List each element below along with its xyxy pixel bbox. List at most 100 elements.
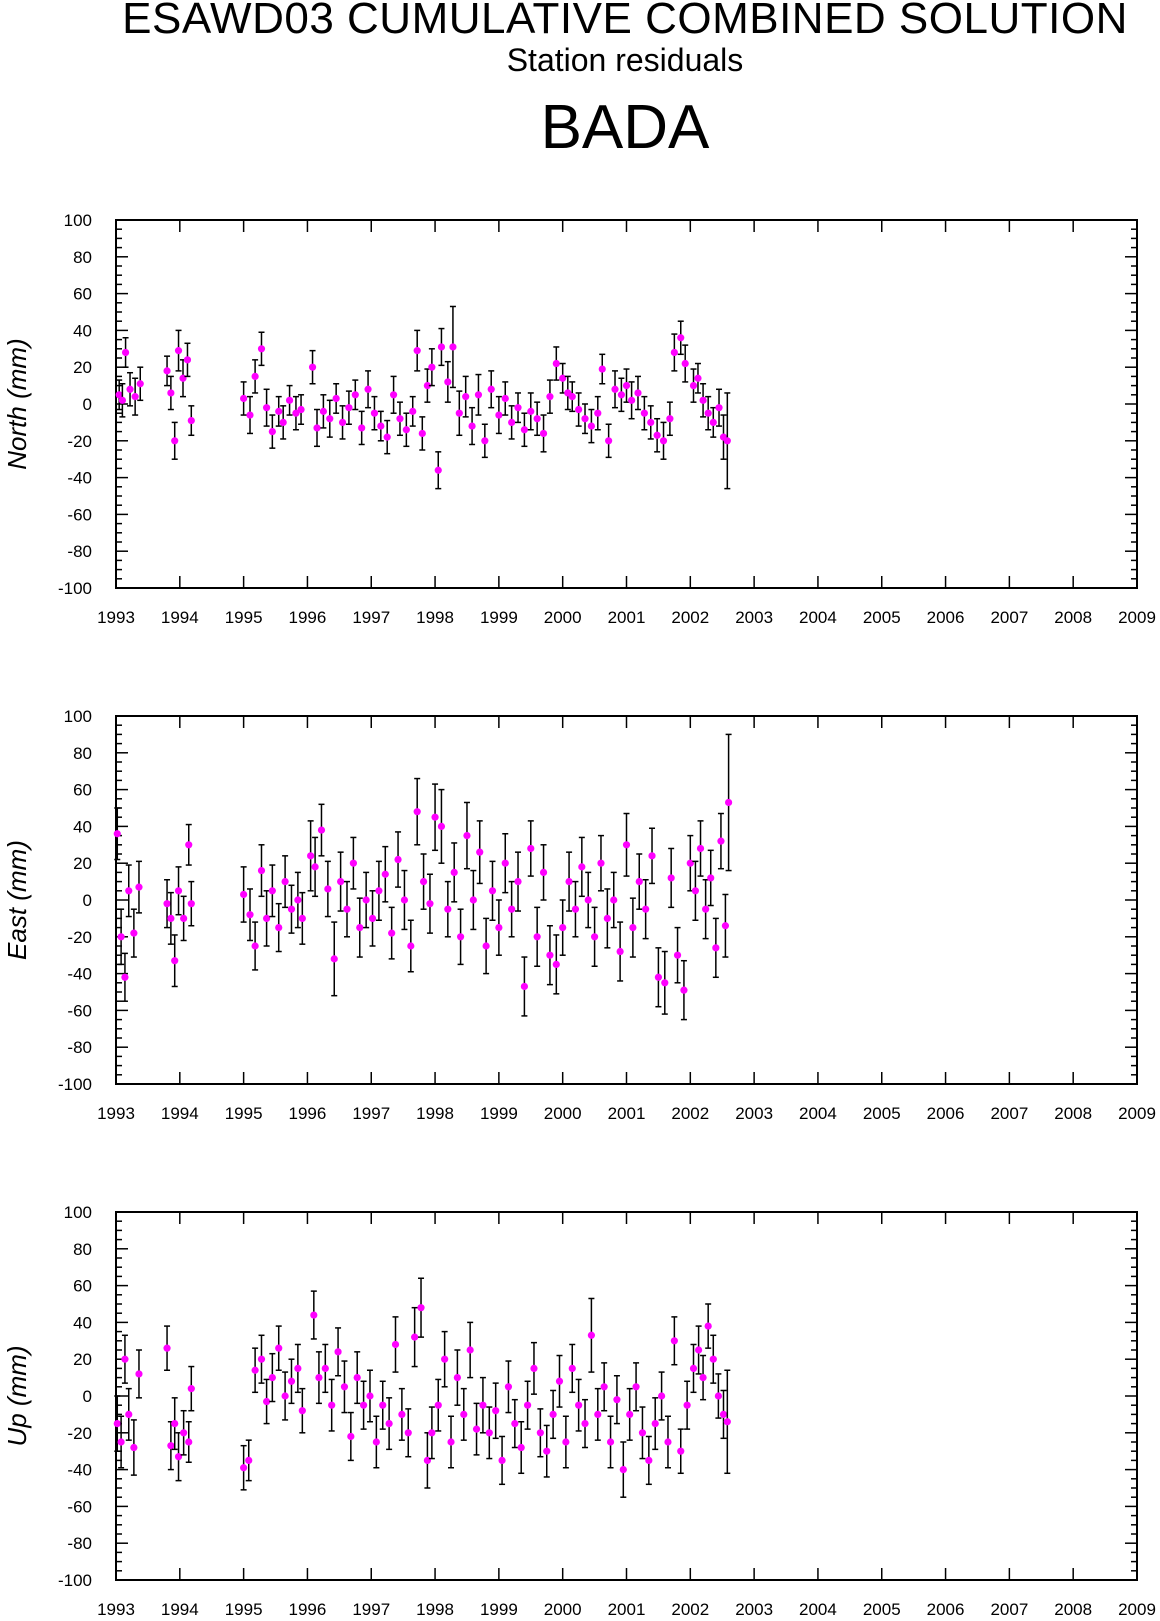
- data-point: [413, 347, 421, 355]
- subtitle: Station residuals: [506, 42, 744, 78]
- data-point: [262, 1397, 271, 1406]
- data-point: [366, 1392, 374, 1400]
- x-tick-label: 1999: [480, 1104, 518, 1123]
- y-tick-label: -100: [58, 1075, 92, 1094]
- data-point: [400, 896, 409, 904]
- data-point: [163, 900, 171, 908]
- x-tick-label: 2006: [927, 608, 965, 627]
- data-point: [536, 1429, 544, 1437]
- data-point: [707, 874, 715, 882]
- data-point: [171, 1420, 179, 1428]
- x-tick-label: 2003: [735, 1104, 773, 1123]
- data-point: [437, 822, 446, 831]
- data-point: [113, 830, 121, 838]
- data-point: [664, 1438, 672, 1446]
- plot-frame: [115, 1211, 1138, 1581]
- y-axis-label: Up (mm): [2, 1345, 32, 1446]
- data-point: [287, 1377, 296, 1385]
- data-point: [257, 866, 266, 875]
- data-point: [297, 405, 305, 414]
- data-point: [262, 404, 271, 412]
- x-tick-label: 1995: [225, 1104, 263, 1123]
- x-tick-label: 1993: [97, 608, 135, 627]
- y-tick-label: 20: [73, 358, 92, 377]
- data-point: [552, 960, 560, 969]
- up-panel: 100 80 60 40 20 0 -20 -40 -60 -80 -100 1993 1994 1995…: [2, 1203, 1156, 1619]
- data-point: [136, 380, 144, 388]
- y-tick-label: -100: [58, 579, 92, 598]
- y-tick-label: -40: [67, 965, 92, 984]
- data-point: [379, 1401, 387, 1409]
- data-point: [546, 951, 554, 959]
- y-tick-label: -60: [67, 505, 92, 524]
- x-tick-label: 2005: [863, 608, 901, 627]
- y-tick-label: -80: [67, 542, 92, 561]
- y-tick-label: -80: [67, 1038, 92, 1057]
- data-point: [594, 409, 602, 417]
- data-point: [240, 890, 248, 899]
- main-title: ESAWD03 CUMULATIVE COMBINED SOLUTION: [122, 0, 1128, 43]
- data-point: [345, 404, 353, 412]
- data-point: [673, 951, 682, 959]
- y-tick-label: -20: [67, 1424, 92, 1443]
- data-point: [723, 437, 731, 445]
- data-point: [495, 411, 503, 419]
- data-point: [605, 437, 613, 445]
- data-point: [559, 374, 567, 382]
- data-point: [383, 433, 391, 441]
- data-point: [517, 1443, 525, 1452]
- data-point: [135, 1370, 143, 1378]
- data-point: [315, 1374, 323, 1382]
- data-point: [117, 933, 125, 941]
- data-point: [651, 1420, 659, 1428]
- x-tick-label: 2002: [671, 1600, 709, 1619]
- x-tick-label: 1996: [289, 1104, 327, 1123]
- x-tick-label: 2002: [671, 1104, 709, 1123]
- data-point: [598, 365, 606, 373]
- data-point: [634, 389, 642, 397]
- data-point: [501, 859, 509, 867]
- data-point: [584, 896, 592, 904]
- x-tick-label: 2001: [608, 608, 646, 627]
- data-point: [370, 409, 379, 417]
- y-tick-label: 80: [73, 744, 92, 763]
- x-tick-label: 1998: [416, 608, 454, 627]
- data-point: [460, 1410, 468, 1418]
- data-point: [251, 942, 259, 950]
- data-point: [575, 405, 583, 414]
- data-point: [411, 1333, 419, 1341]
- data-point: [292, 409, 300, 417]
- y-tick-label: 20: [73, 1350, 92, 1369]
- data-point: [647, 418, 655, 426]
- data-point: [635, 878, 643, 886]
- data-point: [562, 1438, 570, 1446]
- data-point: [117, 1438, 125, 1446]
- data-point: [677, 1447, 685, 1455]
- data-point: [613, 1396, 621, 1404]
- data-point: [326, 415, 334, 423]
- data-point: [262, 914, 271, 923]
- data-point: [680, 986, 688, 994]
- data-point: [340, 1383, 349, 1391]
- data-point: [640, 409, 648, 417]
- data-point: [275, 924, 283, 932]
- data-point: [171, 957, 179, 965]
- data-point: [622, 841, 631, 849]
- data-point: [549, 1410, 557, 1418]
- x-tick-label: 2008: [1054, 608, 1092, 627]
- data-point: [328, 1401, 336, 1409]
- data-point: [600, 1383, 608, 1391]
- data-point: [555, 1377, 564, 1385]
- x-tick-label: 2008: [1054, 1104, 1092, 1123]
- data-point: [423, 382, 432, 390]
- data-point: [725, 798, 733, 807]
- data-point: [419, 878, 428, 886]
- data-point: [319, 407, 327, 415]
- x-tick-label: 2003: [735, 1600, 773, 1619]
- data-point: [377, 422, 385, 430]
- north-panel: 100 80 60 40 20 0 -20 -40 -60 -80 -100 1993 1994 1995…: [2, 211, 1156, 627]
- y-axis-label: North (mm): [2, 338, 32, 469]
- data-point: [653, 431, 661, 439]
- y-tick-label: 100: [64, 211, 92, 230]
- x-tick-label: 1997: [352, 1104, 390, 1123]
